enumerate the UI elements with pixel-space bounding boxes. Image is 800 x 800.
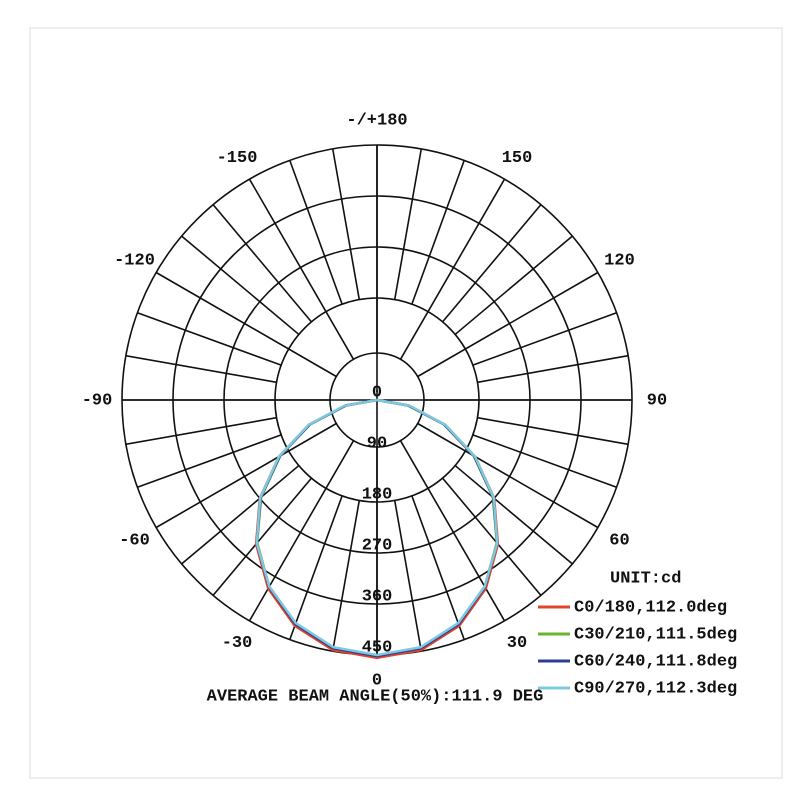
spoke: [477, 354, 629, 384]
spoke: [137, 312, 282, 366]
angle-tick-label: -60: [119, 531, 150, 550]
legend-label: C60/240,111.8deg: [574, 652, 737, 671]
angle-tick-label: -/+180: [346, 111, 407, 130]
angle-tick-label: -120: [114, 251, 155, 270]
legend: C0/180,112.0deg C30/210,111.5deg C60/240,1…: [538, 598, 737, 698]
angle-tick-label: 0: [372, 671, 382, 690]
grid-ring: [223, 246, 531, 554]
r-tick-label: 270: [362, 536, 393, 555]
spoke: [399, 440, 506, 622]
angle-tick-label: -30: [222, 634, 253, 653]
spoke: [181, 464, 300, 565]
series-line: [255, 398, 499, 657]
curves: [254, 398, 500, 660]
spoke: [411, 495, 465, 640]
spoke: [454, 464, 573, 565]
angle-tick-label: 120: [604, 251, 635, 270]
r-tick-label: 360: [362, 587, 393, 606]
annotation: AVERAGE BEAM ANGLE(50%):111.9 DEG: [207, 687, 544, 706]
spoke: [454, 235, 573, 336]
angle-tick-label: 150: [502, 149, 533, 168]
spoke: [248, 440, 355, 622]
angle-tick-label: -150: [217, 149, 258, 168]
angle-tick-label: -90: [82, 391, 113, 410]
spoke: [331, 500, 361, 652]
angle-tick-label: 90: [647, 391, 667, 410]
spoke: [125, 354, 277, 384]
spoke: [212, 204, 313, 323]
spoke: [393, 500, 423, 652]
spoke: [289, 495, 343, 640]
r-tick-label: 0: [372, 383, 382, 402]
spoke: [393, 148, 423, 300]
spoke: [417, 271, 599, 378]
spoke: [441, 477, 542, 596]
angle-tick-label: 30: [507, 634, 527, 653]
spoke: [248, 178, 355, 360]
spoke: [212, 477, 313, 596]
unit-label: UNIT:cd: [610, 569, 681, 588]
spoke: [417, 422, 599, 529]
spoke: [472, 312, 617, 366]
spoke: [477, 416, 629, 446]
spoke: [137, 434, 282, 488]
grid-ring: [172, 195, 582, 605]
spoke: [155, 271, 337, 378]
spoke: [181, 235, 300, 336]
spoke: [472, 434, 617, 488]
spoke: [441, 204, 542, 323]
legend-label: C90/270,112.3deg: [574, 679, 737, 698]
r-tick-label: 180: [362, 485, 393, 504]
spoke: [399, 178, 506, 360]
labels: 0 90 180 270 360 450 -/+180 -150 -120 -90 -60 -30 0 3…: [82, 111, 668, 690]
legend-label: C30/210,111.5deg: [574, 625, 737, 644]
legend-label: C0/180,112.0deg: [574, 598, 727, 617]
grid-ring: [274, 297, 480, 503]
spoke: [125, 416, 277, 446]
grid-ring: [329, 352, 425, 448]
r-tick-label: 90: [367, 434, 387, 453]
spoke: [289, 160, 343, 305]
spoke: [331, 148, 361, 300]
spoke: [411, 160, 465, 305]
spoke: [155, 422, 337, 529]
angle-tick-label: 60: [609, 531, 629, 550]
r-tick-label: 450: [362, 638, 393, 657]
